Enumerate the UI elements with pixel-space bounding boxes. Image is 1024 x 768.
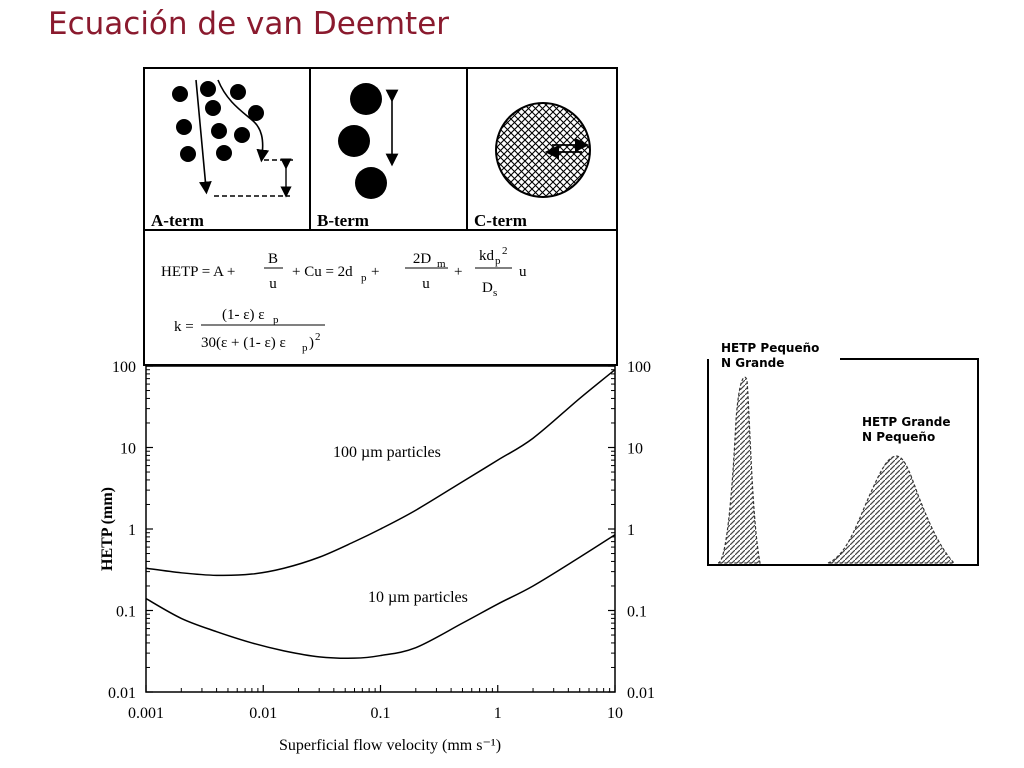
broad-peak [827,455,956,564]
term-panels: A-term B-term C-term [143,67,618,231]
svg-text:HETP = A +: HETP = A + [161,264,235,280]
svg-text:B: B [268,251,278,267]
y-tick-label-right: 100 [627,359,651,376]
svg-text:u: u [269,276,277,292]
y-tick-label: 0.01 [108,685,136,702]
a-term-label: A-term [151,211,204,230]
diffusion-arrow-icon [338,83,399,199]
hetp-equation: HETP = A + B u + Cu = 2d p + 2D m u + kd… [161,245,527,299]
svg-text:k =: k = [174,319,194,335]
equation-panel: HETP = A + B u + Cu = 2d p + 2D m u + kd… [143,229,618,366]
y-tick-label: 100 [112,359,136,376]
series-label-100um: 100 µm particles [333,444,441,461]
svg-text:D: D [482,280,493,296]
broad-peak-label-n: N Pequeño [862,430,935,444]
svg-text:s: s [493,287,497,299]
svg-text:2: 2 [315,331,321,343]
y-tick-label-right: 10 [627,441,643,458]
svg-text:2: 2 [502,245,508,257]
svg-text:p: p [495,255,501,267]
x-tick-label: 1 [494,705,502,722]
narrow-peak-label-n: N Grande [721,356,784,370]
narrow-peak-label-hetp: HETP Pequeño [721,341,819,355]
packed-particles-icon [172,79,296,198]
x-tick-label: 0.01 [249,705,277,722]
y-tick-label: 1 [128,522,136,539]
y-axis-label: HETP (mm) [99,487,116,571]
svg-text:+: + [454,264,462,280]
peaks-inset: HETP Pequeño N Grande HETP Grande N Pequ… [707,341,979,566]
svg-text:m: m [437,258,446,270]
y-tick-label-right: 1 [627,522,635,539]
slide-title: Ecuación de van Deemter [48,6,450,42]
b-term-label: B-term [317,211,369,230]
series-line-10um [145,534,616,659]
y-tick-label-right: 0.01 [627,685,655,702]
series-line-100um [145,369,616,577]
x-tick-label: 10 [607,705,623,722]
svg-text:p: p [302,342,308,354]
svg-text:+: + [371,264,379,280]
svg-text:2D: 2D [413,251,432,267]
x-tick-label: 0.1 [371,705,391,722]
x-axis-label: Superficial flow velocity (mm s⁻¹) [279,737,501,754]
broad-peak-label-hetp: HETP Grande [862,415,951,429]
narrow-peak [717,376,761,564]
svg-text:u: u [422,276,430,292]
svg-text:u: u [519,264,527,280]
k-equation: k = (1- ε) ε p 30(ε + (1- ε) ε p ) 2 [174,307,325,354]
svg-text:(1- ε) ε: (1- ε) ε [222,307,265,323]
y-tick-label-right: 0.1 [627,604,647,621]
svg-text:p: p [361,272,367,284]
svg-text:30(ε + (1- ε) ε: 30(ε + (1- ε) ε [201,335,286,351]
svg-text:): ) [309,335,314,351]
y-tick-label: 0.1 [116,604,136,621]
c-term-label: C-term [474,211,527,230]
svg-text:+ Cu = 2d: + Cu = 2d [292,264,353,280]
svg-text:p: p [273,314,279,326]
porous-particle-icon [495,102,591,198]
svg-text:kd: kd [479,248,495,264]
x-tick-label: 0.001 [128,705,164,722]
series-label-10um: 10 µm particles [368,589,468,606]
y-tick-label: 10 [120,441,136,458]
